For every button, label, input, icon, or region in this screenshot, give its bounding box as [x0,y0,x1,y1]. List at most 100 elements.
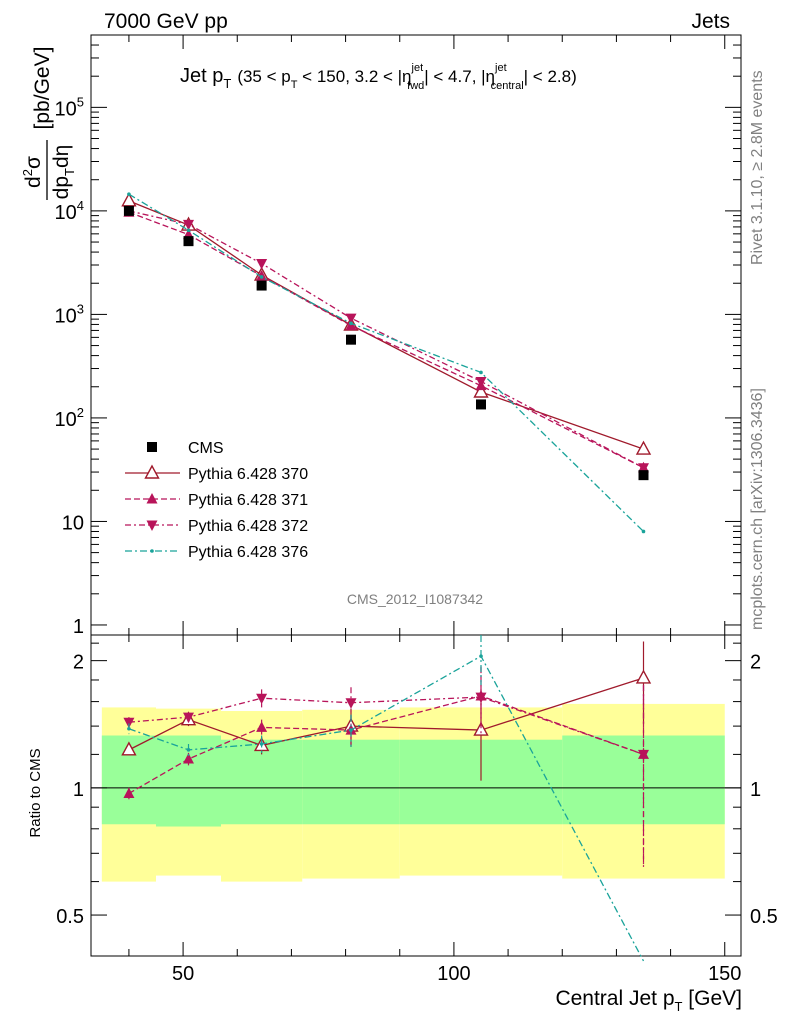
marker-triangle-open [121,192,137,207]
marker-triangle-open [473,383,489,398]
ratio-tick-label-left: 2 [73,652,84,674]
legend-label: CMS [188,440,224,457]
ratio-frame [90,634,742,957]
marker-square [256,280,267,291]
title-eta2-sub: central [491,80,524,92]
svg-text:[pb/GeV]: [pb/GeV] [31,47,54,130]
title-range-d: | < 2.8) [524,67,577,86]
plot-title: Jet pT (35 < pT < 150, 3.2 < |ηjet fwd| < … [180,62,577,92]
marker-square [346,334,356,345]
marker-dot [186,228,191,233]
title-main-sub: T [223,76,231,91]
series-p370 [121,192,652,781]
series-line-ratio [128,696,644,756]
ratio-tick-label-right: 1 [750,779,761,801]
axis-ticks [91,34,741,956]
title-range-a: (35 < p [237,67,290,86]
series-data [123,205,649,481]
marker-dot [127,726,131,731]
series-line-main [128,211,644,469]
series-line-ratio [128,655,645,962]
marker-triangle-down [183,712,194,724]
marker-square [147,442,157,452]
marker-square [183,236,194,247]
legend-label: Pythia 6.428 371 [188,492,308,509]
y-tick-label: 10 [62,512,84,534]
svg-text:d2σ: d2σ [20,156,45,188]
y-tick-label: 105 [55,94,84,120]
marker-triangle-down [256,693,268,705]
band-inner [302,739,400,825]
series-line-main [128,193,644,532]
marker-triangle-open [473,721,489,736]
y-tick-label: 103 [55,301,84,327]
title-main: Jet p [180,65,223,87]
energy-label: 7000 GeV pp [104,10,228,33]
legend-label: Pythia 6.428 376 [188,544,308,561]
ratio-tick-label-left: 1 [73,779,84,801]
title-eta2-sup: jet [494,62,507,74]
series-layer [121,192,652,962]
series-line-main [128,200,644,450]
marker-triangle-down [345,313,357,325]
marker-triangle-down [146,520,158,531]
legend-label: Pythia 6.428 370 [188,466,308,483]
marker-dot [349,321,353,326]
marker-dot [349,728,353,732]
marker-triangle-open [144,464,160,479]
marker-square [476,399,486,410]
title-eta1-sub: fwd [407,80,424,92]
series-p372 [123,206,649,867]
marker-triangle-down [345,698,357,709]
analysis-label: CMS_2012_I1087342 [347,591,483,607]
title-range-c: | < 4.7, |η [424,67,495,86]
ratio-tick-label-right: 0.5 [750,906,778,928]
marker-triangle-open [635,440,652,455]
marker-dot [127,192,131,196]
series-line-ratio [128,677,644,751]
series-line-main [128,210,644,469]
marker-square [123,205,134,216]
marker-triangle-open [635,669,652,684]
ratio-tick-label-right: 2 [750,652,761,674]
title-range-a-sub: T [291,79,298,91]
legend-label: Pythia 6.428 372 [188,518,308,535]
legend: CMS Pythia 6.428 370 Pythia 6.428 371 Pythi… [125,440,308,561]
x-axis-label: Central Jet pT [GeV] [555,987,742,1014]
y-axis-label-ratio: Ratio to CMS [27,748,44,837]
marker-triangle-up [183,753,194,764]
title-range-b: < 150, 3.2 < |η [297,67,411,86]
marker-dot [259,275,264,279]
marker-square [638,470,649,481]
ratio-bands [101,703,725,882]
series-p376 [127,192,646,962]
series-line-ratio [128,695,644,795]
marker-dot [259,742,264,746]
rivet-label: Rivet 3.1.10, ≥ 2.8M events [749,70,766,265]
marker-triangle-up [146,493,158,504]
x-tick-label: 100 [437,963,470,985]
process-label: Jets [691,10,730,33]
y-tick-label: 104 [55,198,84,224]
marker-triangle-up [123,787,135,798]
marker-dot [479,654,483,658]
y-tick-label: 102 [55,405,84,431]
marker-dot [186,748,191,752]
marker-dot [479,370,483,375]
title-eta1-sup: jet [411,62,424,74]
marker-triangle-up [256,721,268,732]
marker-triangle-down [256,259,268,270]
marker-triangle-down [123,717,135,729]
marker-triangle-down [475,376,487,388]
marker-triangle-down [638,463,649,474]
y-axis-label-main: d2σ dpTdη [pb/GeV] [20,47,77,200]
x-tick-label: 50 [172,963,194,985]
marker-triangle-down [638,749,649,761]
marker-dot [150,549,154,553]
mcplots-label: mcplots.cern.ch [arXiv:1306.3436] [749,388,766,630]
svg-text:dpTdη: dpTdη [50,145,77,200]
marker-triangle-down [475,692,487,704]
x-tick-label: 150 [708,963,741,985]
